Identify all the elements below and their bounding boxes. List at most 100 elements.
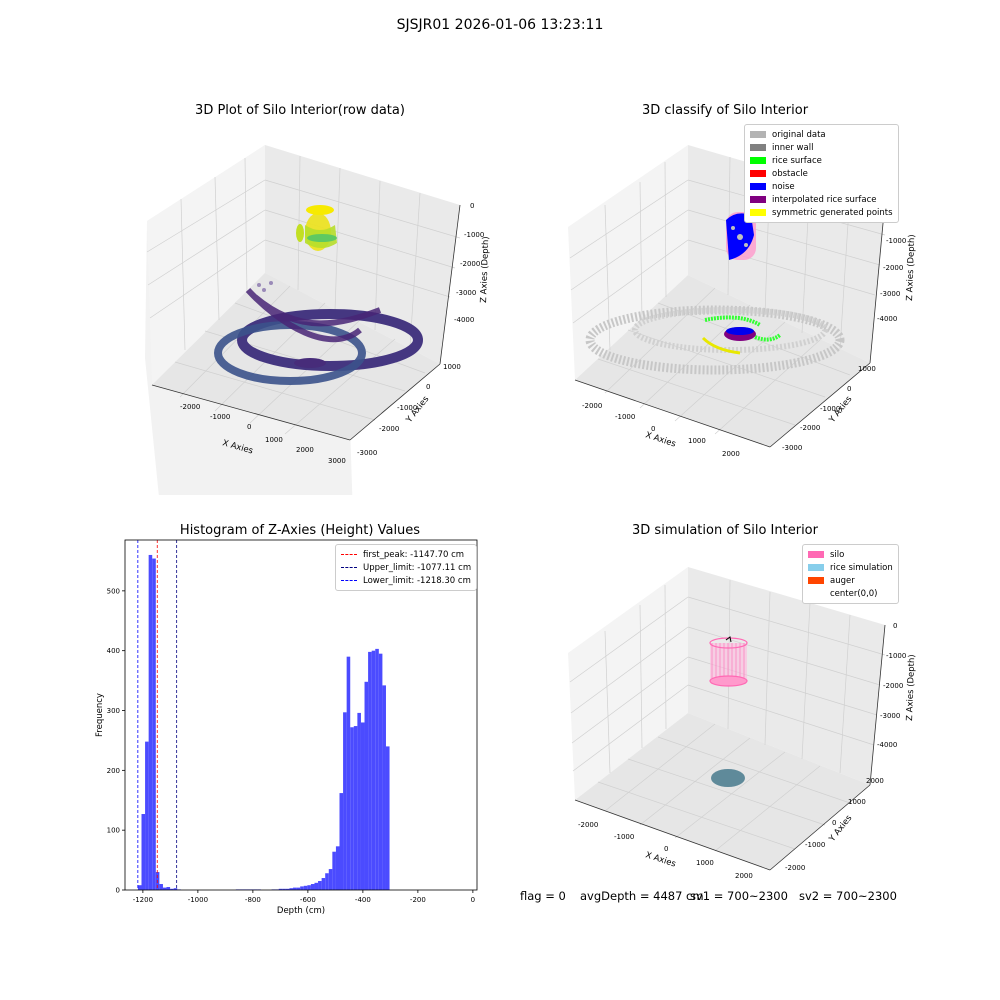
histogram-x-tick-label: -200 bbox=[410, 896, 426, 904]
histogram-x-tick-label: 0 bbox=[471, 896, 475, 904]
legend-label: rice simulation bbox=[830, 562, 893, 573]
classify-z-tick: -1000 bbox=[886, 237, 906, 245]
histogram-bar bbox=[137, 885, 142, 890]
legend-label: center(0,0) bbox=[830, 588, 878, 599]
simulation-plot-title: 3D simulation of Silo Interior bbox=[632, 523, 818, 538]
legend-item-inner-wall: inner wall bbox=[750, 141, 893, 154]
status-avg-depth: avgDepth = 4487 cm bbox=[580, 889, 704, 903]
histogram-bar bbox=[368, 651, 372, 890]
simulation-x-ticks: -2000 -1000 0 1000 2000 bbox=[578, 821, 753, 880]
histogram-bar bbox=[170, 888, 174, 890]
simulation-axes bbox=[574, 624, 886, 871]
histogram-legend: first_peak: -1147.70 cm Upper_limit: -10… bbox=[335, 544, 478, 591]
classify-z-label: Z Axies (Depth) bbox=[905, 234, 917, 301]
legend-label: inner wall bbox=[772, 142, 814, 153]
histogram-bar bbox=[148, 554, 153, 890]
raw-x-tick: 0 bbox=[247, 423, 251, 431]
histogram-y-tick-label: 400 bbox=[107, 647, 120, 655]
histogram-bar bbox=[318, 881, 322, 890]
rice-simulation-surface bbox=[711, 769, 745, 787]
histogram-reference-lines bbox=[137, 540, 178, 890]
histogram-bar bbox=[310, 884, 315, 890]
histogram-bar bbox=[343, 712, 347, 890]
histogram-bar bbox=[159, 884, 163, 890]
simulation-y-tick: 2000 bbox=[866, 777, 884, 785]
classify-legend: original data inner wall rice surface ob… bbox=[744, 124, 899, 223]
raw-plot-title: 3D Plot of Silo Interior(row data) bbox=[195, 103, 405, 118]
simulation-silo-cylinder bbox=[709, 636, 748, 687]
histogram-x-tick-label: -400 bbox=[355, 896, 371, 904]
histogram-y-tick-label: 0 bbox=[116, 887, 120, 895]
histogram-bars bbox=[137, 554, 390, 890]
histogram-chart: -1200 -1000 -800 -600 -400 -200 0 0 100 200 300 40… bbox=[95, 539, 478, 916]
raw-x-tick: 1000 bbox=[265, 436, 283, 444]
classify-y-tick: -1000 bbox=[820, 405, 840, 413]
legend-label: rice surface bbox=[772, 155, 822, 166]
simulation-x-label: X Axies bbox=[644, 850, 677, 869]
histogram-bar bbox=[145, 741, 149, 890]
classify-axes bbox=[574, 201, 886, 448]
histogram-bar bbox=[278, 888, 283, 890]
legend-line bbox=[341, 580, 357, 581]
simulation-z-label: Z Axies (Depth) bbox=[905, 654, 917, 721]
simulation-3d-plot: -2000 -1000 0 1000 2000 X Axies 2000 100… bbox=[568, 567, 917, 880]
raw-grid bbox=[146, 155, 461, 435]
legend-swatch bbox=[750, 157, 766, 164]
classify-x-ticks: -2000 -1000 0 1000 2000 bbox=[582, 402, 740, 458]
histogram-bar bbox=[357, 712, 361, 890]
raw-z-tick: -3000 bbox=[456, 289, 476, 297]
histogram-y-tick-label: 300 bbox=[107, 707, 120, 715]
histogram-bar bbox=[382, 685, 386, 890]
legend-label: Upper_limit: -1077.11 cm bbox=[363, 562, 472, 573]
classify-y-tick: -2000 bbox=[800, 424, 820, 432]
raw-z-label: Z Axies (Depth) bbox=[479, 236, 491, 303]
legend-label: symmetric generated points bbox=[772, 207, 893, 218]
histogram-bar bbox=[314, 882, 319, 890]
histogram-bar bbox=[346, 656, 351, 890]
histogram-axes-frame bbox=[124, 539, 478, 891]
classify-z-tick: -4000 bbox=[877, 315, 897, 323]
simulation-z-tick: -4000 bbox=[877, 741, 897, 749]
histogram-y-tick-label: 100 bbox=[107, 827, 120, 835]
legend-swatch bbox=[750, 183, 766, 190]
histogram-bar bbox=[350, 727, 354, 890]
legend-swatch bbox=[808, 577, 824, 584]
raw-y-tick: 0 bbox=[426, 383, 430, 391]
raw-y-tick: -2000 bbox=[379, 425, 399, 433]
legend-item-first-peak: first_peak: -1147.70 cm bbox=[341, 548, 471, 561]
classify-x-tick: 2000 bbox=[722, 450, 740, 458]
simulation-z-tick: -2000 bbox=[883, 682, 903, 690]
legend-label: silo bbox=[830, 549, 845, 560]
simulation-x-tick: 1000 bbox=[696, 859, 714, 867]
legend-label: noise bbox=[772, 181, 795, 192]
legend-label: obstacle bbox=[772, 168, 808, 179]
legend-item-rice-simulation: rice simulation bbox=[808, 561, 893, 574]
histogram-bar bbox=[289, 888, 294, 890]
histogram-x-tick-label: -1200 bbox=[133, 896, 153, 904]
raw-y-ticks: 1000 0 -1000 -2000 -3000 bbox=[357, 363, 461, 457]
classify-x-tick: 0 bbox=[651, 425, 655, 433]
legend-swatch bbox=[808, 551, 824, 558]
simulation-z-tick: -1000 bbox=[886, 652, 906, 660]
simulation-z-ticks: 0 -1000 -2000 -3000 -4000 bbox=[877, 622, 906, 749]
histogram-bar bbox=[293, 887, 297, 890]
simulation-pane-floor bbox=[575, 713, 870, 870]
histogram-bar bbox=[375, 648, 379, 890]
histogram-x-tick-label: -600 bbox=[300, 896, 316, 904]
simulation-x-tick: 2000 bbox=[735, 872, 753, 880]
histogram-bar bbox=[335, 846, 340, 890]
legend-label: interpolated rice surface bbox=[772, 194, 877, 205]
histogram-title: Histogram of Z-Axies (Height) Values bbox=[179, 523, 421, 538]
raw-x-tick: -2000 bbox=[180, 403, 200, 411]
classify-z-tick: -3000 bbox=[880, 290, 900, 298]
histogram-bar bbox=[296, 887, 301, 890]
legend-swatch bbox=[750, 144, 766, 151]
raw-x-tick: -1000 bbox=[210, 413, 230, 421]
classify-x-tick: 1000 bbox=[688, 437, 706, 445]
legend-line bbox=[341, 554, 357, 555]
legend-line bbox=[341, 567, 357, 568]
simulation-z-tick: -3000 bbox=[880, 712, 900, 720]
histogram-bar bbox=[300, 886, 304, 890]
histogram-bar bbox=[173, 888, 178, 890]
histogram-bar bbox=[339, 793, 344, 890]
